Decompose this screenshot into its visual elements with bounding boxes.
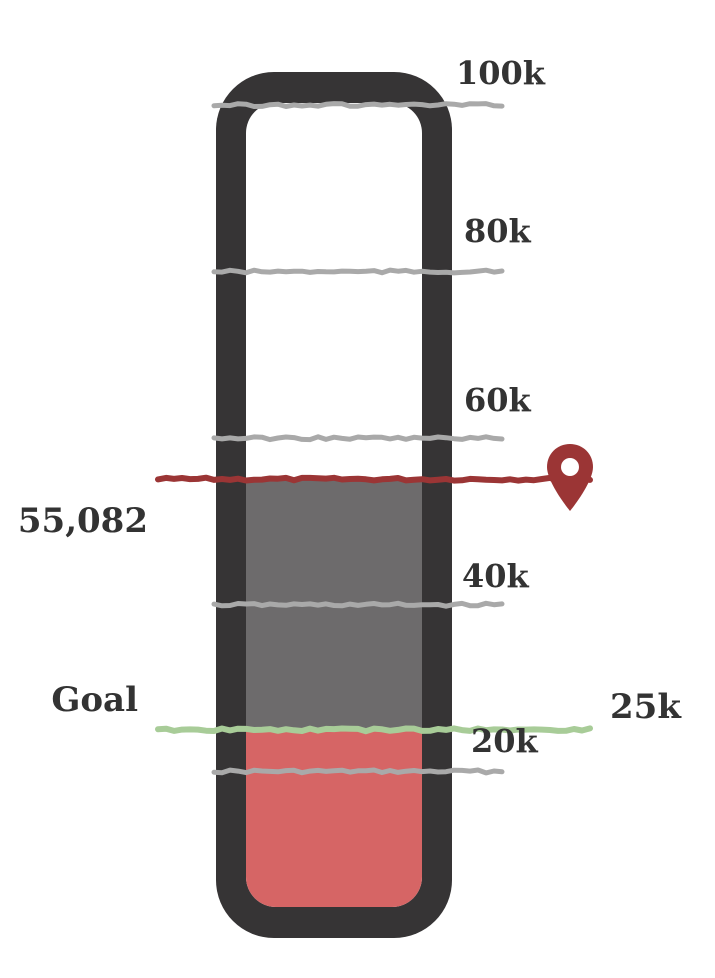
fill-group	[246, 479, 422, 907]
tick-line-80k	[211, 267, 505, 276]
tick-line-100k	[211, 101, 505, 109]
location-marker-icon	[547, 444, 593, 511]
tick-label-40k: 40k	[462, 557, 530, 595]
current-value-line	[155, 474, 593, 484]
tick-line-60k	[211, 434, 505, 443]
line-group	[155, 101, 593, 776]
tick-label-20k: 20k	[471, 722, 539, 760]
goal-label: Goal	[51, 680, 138, 720]
current-value-label: 55,082	[18, 501, 148, 541]
fill-raised-to-goal	[246, 729, 422, 907]
goal-value-label: 25k	[610, 687, 682, 727]
tick-line-20k	[211, 767, 505, 776]
tick-label-60k: 60k	[464, 381, 532, 419]
tick-line-40k	[211, 600, 505, 609]
tick-label-100k: 100k	[456, 54, 546, 92]
tick-label-80k: 80k	[464, 212, 532, 250]
goal-line	[155, 725, 593, 735]
